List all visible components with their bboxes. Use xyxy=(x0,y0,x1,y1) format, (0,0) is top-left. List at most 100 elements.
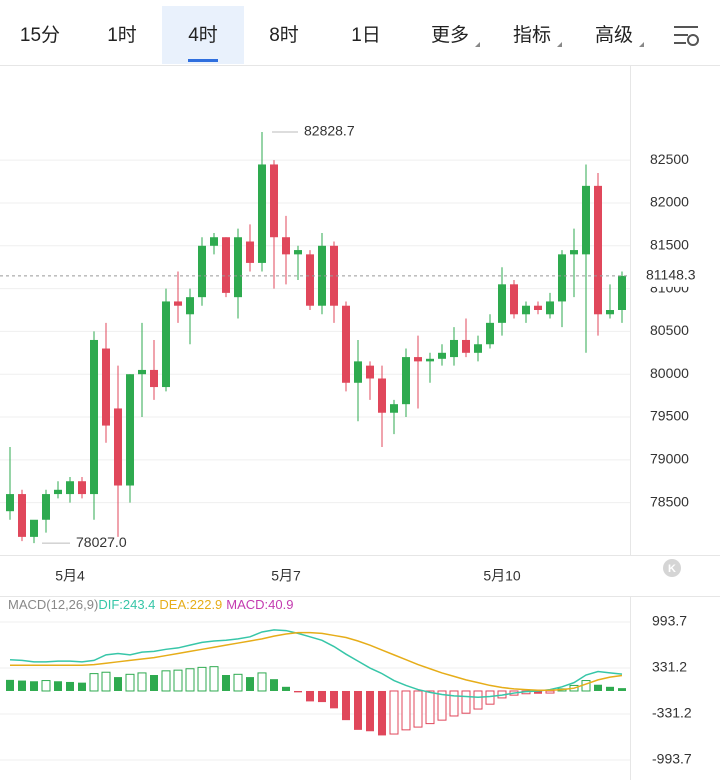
macd-bar xyxy=(114,677,122,691)
macd-bar xyxy=(485,690,495,705)
x-tick-label: 5月10 xyxy=(483,568,521,584)
candle-body xyxy=(210,237,218,246)
indicator-line xyxy=(9,629,623,698)
active-tab-indicator xyxy=(188,59,218,62)
candle-body xyxy=(126,374,134,486)
candle-body xyxy=(318,245,326,306)
settings-icon[interactable] xyxy=(674,26,699,46)
dropdown-caret xyxy=(639,42,644,47)
macd-bar xyxy=(173,669,183,692)
low-marker-label: 78027.0 xyxy=(76,534,127,550)
high-marker-label: 82828.7 xyxy=(304,123,355,139)
candle-body xyxy=(174,301,182,306)
candle-body xyxy=(558,254,566,302)
macd-bar xyxy=(66,681,74,691)
candle-body xyxy=(342,305,350,383)
tab[interactable]: 8时 xyxy=(269,24,299,46)
macd-bar xyxy=(473,690,483,710)
candle-body xyxy=(42,494,50,520)
indicator-name: MACD(12,26,9) xyxy=(8,597,98,612)
candle-body xyxy=(486,322,494,345)
macd-bar xyxy=(282,686,290,691)
current-price-tag xyxy=(640,264,708,287)
macd-bar xyxy=(18,680,26,691)
candle-body xyxy=(582,185,590,255)
macd-bar xyxy=(125,673,135,692)
macd-bar xyxy=(425,690,435,725)
candle-body xyxy=(258,164,266,263)
macd-bar xyxy=(594,684,602,691)
candle-body xyxy=(18,494,26,537)
candle-body xyxy=(498,284,506,323)
candle-body xyxy=(54,489,62,495)
candle-body xyxy=(366,365,374,379)
candle-body xyxy=(570,250,578,255)
macd-bar xyxy=(378,690,386,736)
macd-bar xyxy=(54,681,62,691)
candle-body xyxy=(222,237,230,293)
macd-bar xyxy=(437,690,447,721)
tab[interactable]: 更多 xyxy=(431,24,469,46)
active-tab-bg xyxy=(162,6,244,64)
candle-body xyxy=(522,305,530,315)
k-button[interactable] xyxy=(663,559,681,577)
candle-body xyxy=(234,237,242,298)
candle-body xyxy=(414,357,422,362)
macd-bar xyxy=(137,672,147,692)
candle-body xyxy=(138,369,146,375)
macd-bar xyxy=(342,690,350,721)
y-tick-label: -993.7 xyxy=(652,751,692,767)
tab[interactable]: 15分 xyxy=(20,24,60,46)
y-tick-label: 993.7 xyxy=(652,613,687,629)
candle-body xyxy=(330,245,338,306)
candle-body xyxy=(606,310,614,315)
macd-bar xyxy=(161,670,171,692)
candle-body xyxy=(246,241,254,263)
candle-body xyxy=(114,408,122,486)
y-tick-label: 79500 xyxy=(650,408,689,424)
candle-body xyxy=(390,404,398,413)
candle-body xyxy=(66,481,74,495)
candle-body xyxy=(30,519,38,537)
candle-body xyxy=(150,369,158,388)
legend-entry: DIF:243.4 xyxy=(98,597,155,612)
tab[interactable]: 指标 xyxy=(513,24,551,46)
macd-bar xyxy=(270,679,278,691)
candle-body xyxy=(306,254,314,306)
macd-bar xyxy=(257,672,267,692)
candle-body xyxy=(378,378,386,413)
macd-bar xyxy=(534,690,542,694)
x-tick-label: 5月4 xyxy=(55,568,85,584)
macd-bar xyxy=(246,677,254,691)
tab[interactable]: 1时 xyxy=(107,24,137,46)
macd-bar xyxy=(401,690,411,731)
macd-bar xyxy=(209,666,219,692)
macd-bar xyxy=(366,690,374,732)
k-button-label[interactable]: K xyxy=(668,563,676,575)
macd-bar xyxy=(389,690,399,735)
y-tick-label: 79000 xyxy=(650,451,689,467)
candle-body xyxy=(102,348,110,426)
candle-body xyxy=(534,305,542,310)
tab[interactable]: 1日 xyxy=(351,25,381,46)
indicator-title: MACD(12,26,9)DIF:243.4 DEA:222.9 MACD:40.9 xyxy=(8,597,293,612)
y-tick-label: 82000 xyxy=(650,194,689,210)
candle-body xyxy=(402,357,410,405)
candle-body xyxy=(90,339,98,495)
y-tick-label: 78500 xyxy=(650,493,689,509)
tab[interactable]: 高级 xyxy=(595,24,633,46)
candle-body xyxy=(354,361,362,383)
y-tick-label: 81500 xyxy=(650,236,689,252)
candle-body xyxy=(618,275,626,310)
tab[interactable]: 4时 xyxy=(188,24,218,46)
dropdown-caret xyxy=(475,42,480,47)
macd-bar xyxy=(78,682,86,691)
candle-body xyxy=(162,301,170,388)
macd-bar xyxy=(150,675,158,691)
macd-bar xyxy=(89,673,99,692)
y-tick-label: 80500 xyxy=(650,322,689,338)
macd-bar xyxy=(461,690,471,714)
macd-bar xyxy=(101,671,111,692)
candle-body xyxy=(510,284,518,315)
legend-entry: MACD:40.9 xyxy=(226,597,293,612)
